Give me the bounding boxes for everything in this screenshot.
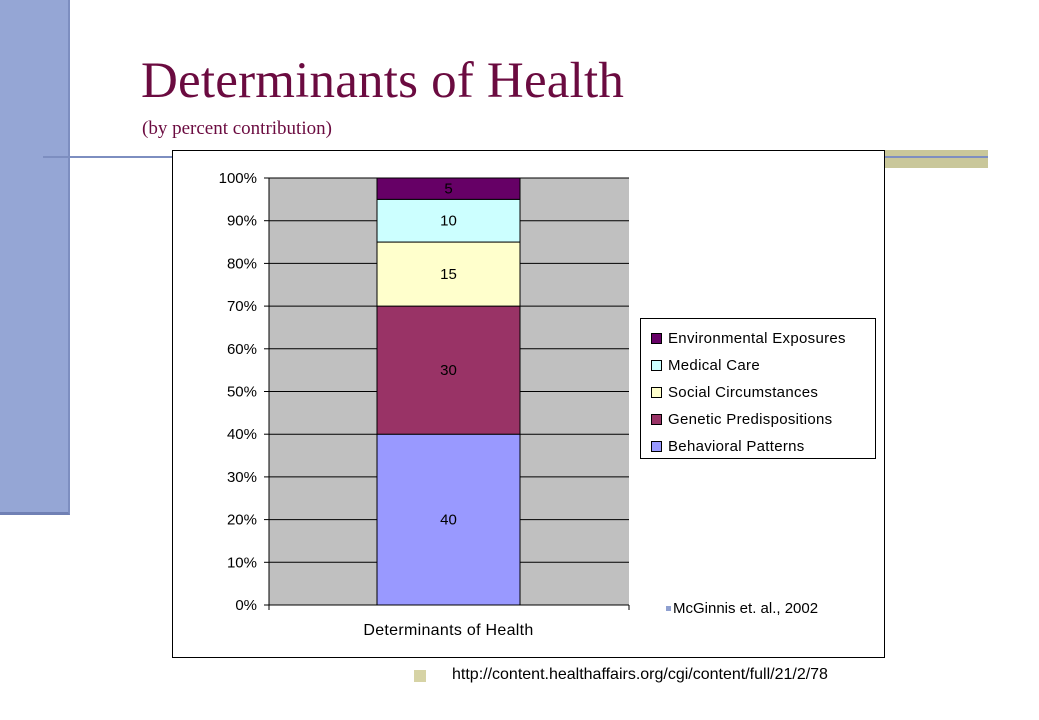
chart-citation: McGinnis et. al., 2002 (666, 600, 818, 617)
y-tick-label: 20% (227, 512, 257, 529)
bar-segment-label: 40 (440, 512, 457, 529)
footer-bullet-icon (414, 670, 426, 682)
y-tick-label: 30% (227, 469, 257, 486)
bar-segment (376, 177, 521, 200)
legend-item: Behavioral Patterns (641, 433, 875, 460)
y-tick-label: 70% (227, 298, 257, 315)
legend-swatch-icon (651, 387, 662, 398)
source-link[interactable]: http://content.healthaffairs.org/cgi/con… (452, 666, 828, 683)
legend-swatch-icon (651, 414, 662, 425)
bar-segment (376, 305, 521, 435)
y-tick-label: 50% (227, 384, 257, 401)
title-rule-left (43, 156, 178, 158)
y-tick-label: 10% (227, 554, 257, 571)
y-tick-label: 0% (235, 597, 257, 614)
x-axis-title: Determinants of Health (363, 622, 533, 639)
left-accent-bar (0, 0, 70, 515)
chart-legend: Environmental Exposures Medical Care Socia… (640, 318, 876, 459)
legend-label: Social Circumstances (668, 384, 819, 401)
legend-label: Genetic Predispositions (668, 411, 833, 428)
legend-swatch-icon (651, 360, 662, 371)
stacked-bar-chart: 0% 10% 20% 30% 40% 50% 60% 70% 80% 90% 100% 40 30 15 1… (219, 170, 630, 639)
bar-segment (376, 433, 521, 606)
legend-label: Medical Care (668, 357, 760, 374)
citation-text: McGinnis et. al., 2002 (673, 600, 819, 617)
legend-label: Behavioral Patterns (668, 438, 805, 455)
legend-item: Genetic Predispositions (641, 406, 875, 433)
bar-segment (376, 198, 521, 243)
bar-segment-label: 15 (440, 266, 457, 283)
bar-segment-label: 5 (444, 181, 452, 198)
slide-title: Determinants of Health (141, 53, 625, 109)
bar-segment-label: 30 (440, 362, 457, 379)
legend-item: Medical Care (641, 352, 875, 379)
legend-item: Environmental Exposures (641, 325, 875, 352)
citation-marker-icon (666, 606, 671, 611)
y-tick-label: 90% (227, 213, 257, 230)
legend-swatch-icon (651, 441, 662, 452)
bar-segment-label: 10 (440, 213, 457, 230)
bar-segment (376, 241, 521, 307)
y-tick-label: 60% (227, 341, 257, 358)
legend-label: Environmental Exposures (668, 330, 846, 347)
y-tick-label: 100% (219, 170, 257, 187)
legend-item: Social Circumstances (641, 379, 875, 406)
slide-subtitle: (by percent contribution) (142, 118, 332, 139)
y-tick-label: 40% (227, 426, 257, 443)
y-tick-label: 80% (227, 255, 257, 272)
legend-swatch-icon (651, 333, 662, 344)
